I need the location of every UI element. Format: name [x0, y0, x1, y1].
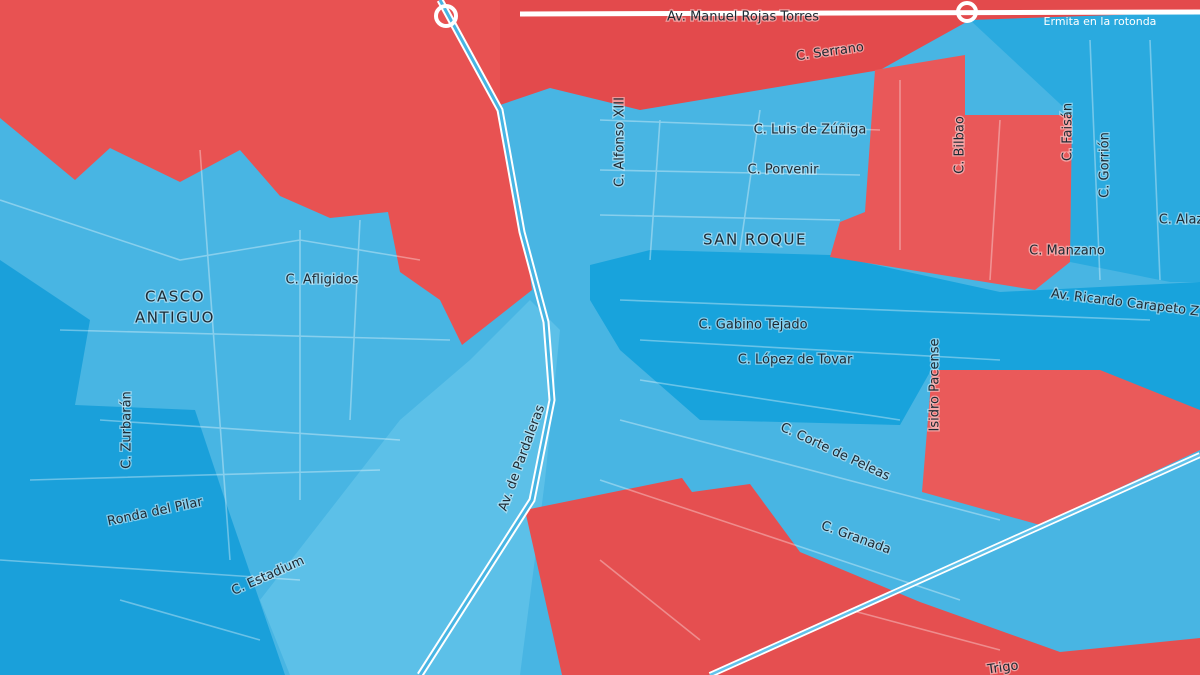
- street-label: C. Zurbarán: [120, 391, 135, 469]
- street-label: C. Faisán: [1061, 103, 1076, 161]
- neighborhood-label: ANTIGUO: [135, 309, 215, 327]
- street-label: Trigo: [986, 658, 1020, 675]
- street-label: C. Luis de Zúñiga: [754, 123, 867, 138]
- region: [922, 370, 1200, 525]
- street-label: C. Gabino Tejado: [698, 318, 807, 333]
- main-road: [417, 0, 1200, 675]
- street-label: C. Alaza: [1159, 213, 1200, 228]
- street-label: C. Manzano: [1029, 244, 1105, 259]
- street-network: [0, 39, 1161, 651]
- region: [525, 478, 1200, 675]
- neighborhood-label: SAN ROQUE: [703, 231, 807, 249]
- street-label: C. Afligidos: [286, 273, 359, 288]
- street-label: C. Bilbao: [953, 116, 968, 174]
- street-label: C. Alfonso XIII: [613, 97, 628, 187]
- region: [970, 12, 1200, 282]
- region: [0, 0, 532, 345]
- region: [830, 55, 1072, 290]
- landmark-label: Ermita en la rotonda: [1044, 15, 1157, 28]
- neighborhood-label: CASCO: [145, 288, 205, 306]
- region: [260, 300, 560, 675]
- street-label: C. López de Tovar: [738, 353, 853, 368]
- region: [500, 0, 1200, 110]
- street-label: C. Gorrión: [1098, 132, 1113, 198]
- region: [0, 260, 285, 675]
- region: [590, 250, 1200, 425]
- street-label: Isidro Pacense: [928, 339, 943, 432]
- street-label: C. Porvenir: [748, 163, 820, 178]
- street-label: Av. Manuel Rojas Torres: [667, 10, 819, 25]
